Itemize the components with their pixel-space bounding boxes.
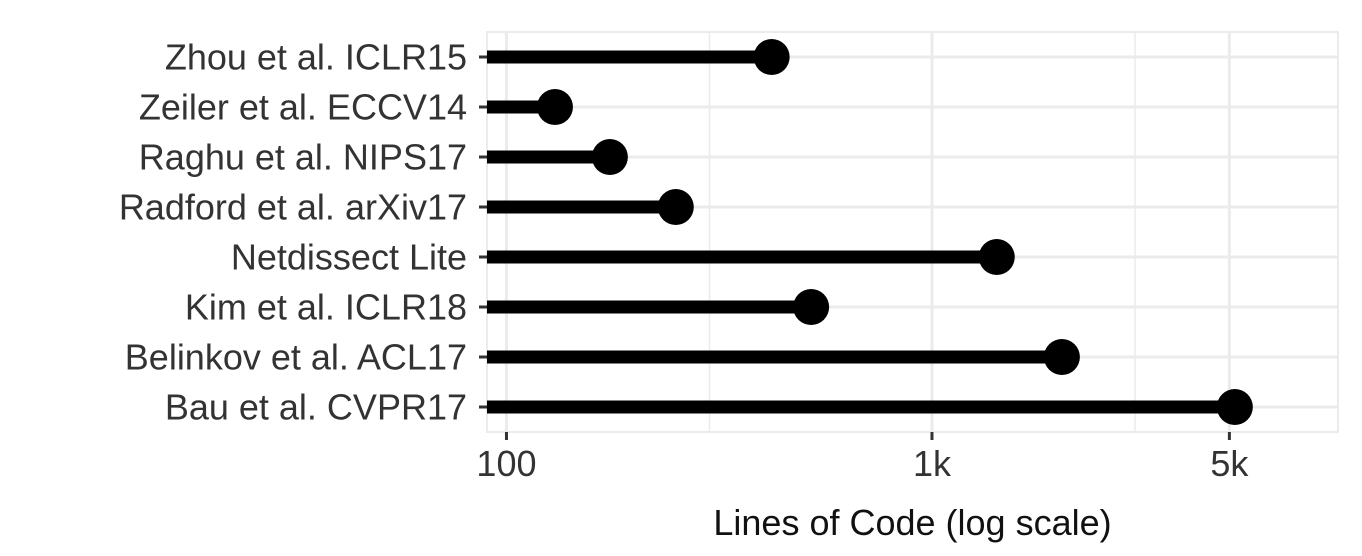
lollipop-point [793,289,830,325]
x-tick-label: 1k [913,443,952,484]
lollipop-point [591,139,628,175]
lollipop-point [978,239,1015,275]
lollipop-point [1216,389,1253,425]
y-tick-label: Raghu et al. NIPS17 [139,137,467,178]
y-tick-label: Kim et al. ICLR18 [185,287,467,328]
lollipop-point [657,189,694,225]
x-axis-title: Lines of Code (log scale) [713,502,1111,543]
y-tick-label: Bau et al. CVPR17 [165,387,467,428]
y-tick-label: Radford et al. arXiv17 [119,187,467,228]
y-tick-label: Belinkov et al. ACL17 [125,337,467,378]
x-tick-label: 5k [1210,443,1249,484]
plot-border [486,31,1339,433]
y-tick-label: Zhou et al. ICLR15 [165,37,467,78]
x-tick-label: 100 [476,443,536,484]
plot-panel [487,32,1338,432]
y-tick-label: Netdissect Lite [231,237,467,278]
lollipop-point [536,89,573,125]
lollipop-point [1043,339,1080,375]
lollipop-point [753,39,790,75]
y-tick-label: Zeiler et al. ECCV14 [139,87,467,128]
